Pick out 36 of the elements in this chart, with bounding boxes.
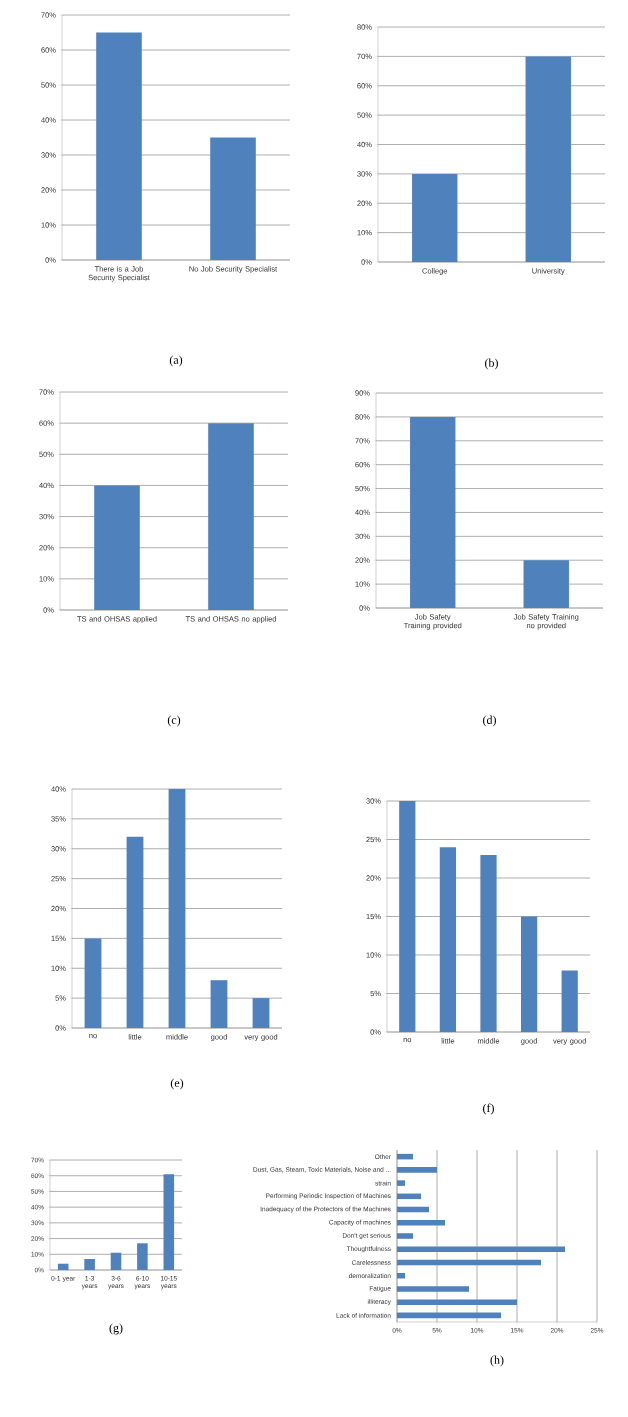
bar: [480, 854, 497, 1033]
bar: [397, 1180, 405, 1186]
text: (h): [490, 1355, 504, 1367]
bar: [397, 1167, 437, 1173]
bar: [561, 970, 578, 1033]
bar: [84, 1259, 95, 1270]
bar: [110, 1252, 122, 1270]
text: (d): [483, 715, 496, 727]
bar: [397, 1272, 405, 1279]
bar: [84, 938, 102, 1028]
bar: [397, 1312, 501, 1319]
bar: [397, 1286, 469, 1292]
bar: [397, 1259, 541, 1266]
bar: [439, 847, 457, 1033]
bar: [397, 1220, 445, 1226]
bar: [57, 1263, 69, 1270]
bar: [520, 916, 538, 1033]
bar: [252, 998, 270, 1028]
text: (c): [167, 715, 181, 727]
text: (g): [109, 1323, 123, 1335]
bar: [397, 1206, 429, 1213]
text: (f): [483, 1103, 494, 1115]
bar: [397, 1233, 413, 1239]
bar: [399, 801, 416, 1033]
bar: [397, 1153, 413, 1160]
text: (b): [485, 358, 498, 370]
bar: [397, 1193, 421, 1200]
bar: [163, 1174, 175, 1270]
bar: [168, 789, 186, 1028]
bar: [137, 1243, 148, 1270]
bar: [126, 836, 144, 1028]
text: (e): [170, 1078, 184, 1090]
bar: [210, 980, 228, 1028]
text: (a): [169, 355, 183, 367]
bar: [397, 1299, 517, 1305]
bar: [397, 1246, 565, 1253]
